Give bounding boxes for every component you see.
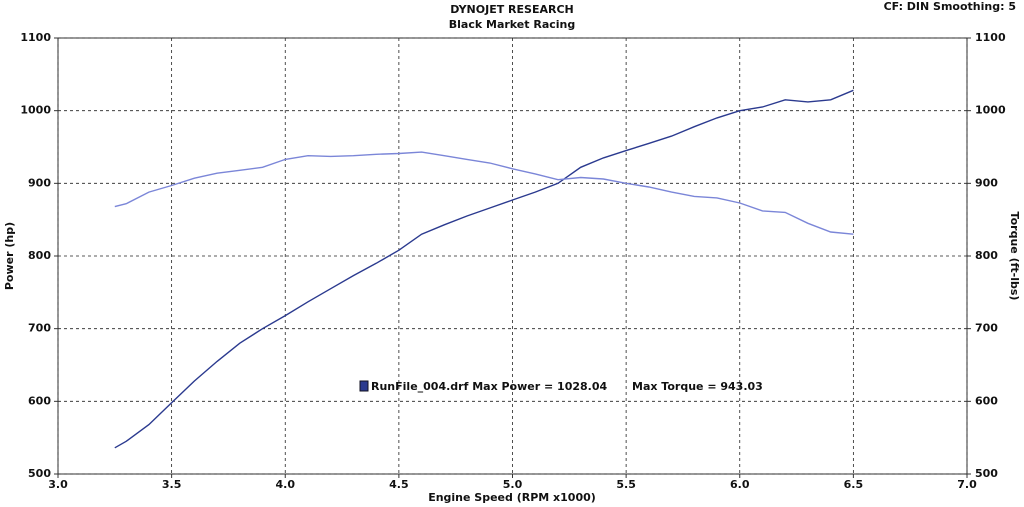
y-tick-label: 500 [28,467,51,480]
y2-tick-label: 800 [975,249,998,262]
x-tick-label: 5.0 [503,478,523,491]
x-axis-label: Engine Speed (RPM x1000) [428,491,596,504]
legend-text: RunFile_004.drf Max Power = 1028.04 [371,380,607,393]
y-tick-label: 700 [28,322,51,335]
y2-tick-label: 500 [975,467,998,480]
y-tick-label: 900 [28,176,51,189]
chart-subtitle: Black Market Racing [449,18,576,31]
y-axis-label: Power (hp) [3,222,16,290]
x-tick-label: 6.0 [730,478,750,491]
legend-text: Max Torque = 943.03 [632,380,763,393]
x-tick-label: 4.5 [389,478,409,491]
series-line [114,89,854,449]
x-tick-label: 3.5 [162,478,182,491]
x-tick-label: 5.5 [616,478,636,491]
x-tick-label: 3.0 [48,478,68,491]
legend-swatch [359,380,369,392]
y2-axis-label: Torque (ft-lbs) [1008,212,1021,301]
y2-tick-label: 600 [975,394,998,407]
y2-tick-label: 700 [975,322,998,335]
y-tick-label: 1100 [20,31,51,44]
y2-tick-label: 900 [975,176,998,189]
chart-title: DYNOJET RESEARCH [450,3,573,16]
x-tick-label: 4.0 [276,478,296,491]
corner-note: CF: DIN Smoothing: 5 [884,0,1016,13]
y2-tick-label: 1000 [975,104,1006,117]
y2-tick-label: 1100 [975,31,1006,44]
y-tick-label: 600 [28,394,51,407]
x-tick-label: 6.5 [844,478,864,491]
series-line [114,151,854,235]
x-tick-label: 7.0 [957,478,977,491]
y-tick-label: 1000 [20,104,51,117]
y-tick-label: 800 [28,249,51,262]
